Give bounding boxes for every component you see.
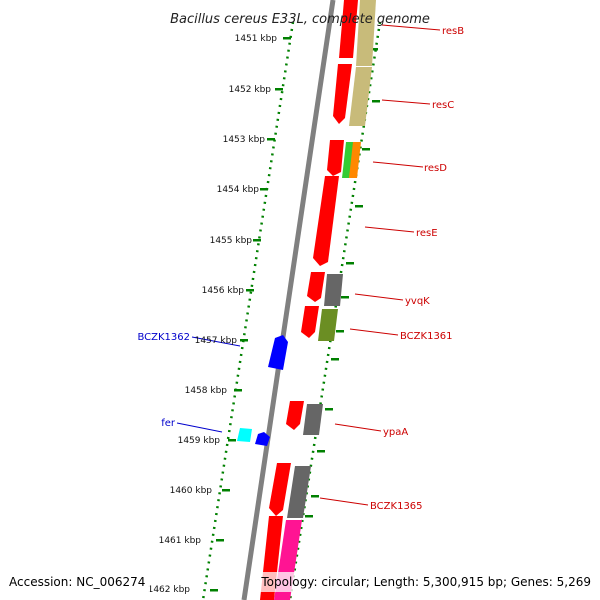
blast-block — [324, 274, 343, 306]
gene-arrow — [237, 428, 252, 442]
gene-label-resB[interactable]: resB — [442, 26, 464, 37]
cds-arrow — [313, 176, 339, 266]
tick — [355, 205, 363, 208]
tick — [210, 589, 218, 592]
gene-label-resE[interactable]: resE — [416, 228, 438, 239]
kbp-label: 1454 kbp — [217, 185, 260, 195]
tick — [341, 296, 349, 299]
tick — [317, 450, 325, 453]
gene-label-yvqK[interactable]: yvqK — [405, 296, 430, 307]
tick — [275, 88, 283, 91]
kbp-ticks — [210, 37, 291, 592]
tick — [362, 148, 370, 151]
connector — [191, 336, 241, 347]
gene-arrow — [255, 432, 270, 446]
blast-block — [356, 0, 376, 66]
cds-arrow — [327, 140, 344, 176]
right-connectors — [319, 24, 441, 506]
kbp-labels: 1451 kbp 1452 kbp 1453 kbp 1454 kbp 1455… — [148, 34, 278, 595]
footer-bg-right — [256, 572, 596, 592]
tick — [283, 37, 291, 40]
tick — [234, 389, 242, 392]
topology-text: Topology: circular; Length: 5,300,915 bp… — [260, 575, 591, 589]
kbp-label: 1460 kbp — [170, 486, 213, 496]
tick — [228, 439, 236, 442]
gene-label-BCZK1365[interactable]: BCZK1365 — [370, 501, 423, 512]
blast-features — [274, 0, 376, 600]
left-gene-labels: BCZK1362 fer — [137, 332, 190, 429]
blast-block — [287, 466, 311, 518]
connector — [319, 497, 369, 506]
cds-arrow — [339, 0, 358, 58]
kbp-label: 1459 kbp — [178, 436, 221, 446]
left-genes — [237, 335, 288, 446]
kbp-label: 1458 kbp — [185, 386, 228, 396]
blast-block — [303, 404, 323, 435]
tick — [216, 539, 224, 542]
gene-label-fer[interactable]: fer — [161, 418, 176, 429]
blast-block — [349, 67, 372, 126]
gene-label-resD[interactable]: resD — [424, 163, 447, 174]
kbp-label: 1453 kbp — [223, 135, 266, 145]
connector — [176, 422, 223, 433]
inner-ticks — [305, 48, 380, 518]
tick — [260, 188, 268, 191]
cds-arrow — [269, 463, 291, 516]
cds-features — [260, 0, 358, 600]
tick — [222, 489, 230, 492]
outer-ring — [201, 21, 295, 600]
kbp-label: 1455 kbp — [210, 236, 253, 246]
cds-arrow — [307, 272, 325, 302]
tick — [372, 100, 380, 103]
kbp-label: 1461 kbp — [159, 536, 202, 546]
tick — [331, 358, 339, 361]
blast-block — [349, 142, 361, 178]
kbp-label: 1456 kbp — [202, 286, 245, 296]
tick — [305, 515, 313, 518]
gene-label-BCZK1361[interactable]: BCZK1361 — [400, 331, 453, 342]
cds-arrow — [333, 64, 352, 124]
connector — [349, 328, 399, 336]
tick — [311, 495, 319, 498]
gene-label-BCZK1362[interactable]: BCZK1362 — [137, 332, 190, 343]
gene-label-resC[interactable]: resC — [432, 100, 454, 111]
tick — [246, 289, 254, 292]
connector — [354, 293, 404, 301]
kbp-label: 1462 kbp — [148, 585, 191, 595]
backbone — [241, 0, 336, 600]
footer-bg-left — [4, 572, 150, 592]
tick — [240, 339, 248, 342]
kbp-label: 1452 kbp — [229, 85, 272, 95]
left-connectors — [176, 336, 241, 433]
kbp-label: 1451 kbp — [235, 34, 278, 44]
gene-arrow — [268, 335, 288, 370]
blast-block — [318, 309, 338, 341]
cds-arrow — [301, 306, 319, 338]
tick — [336, 330, 344, 333]
tick — [370, 48, 378, 51]
accession-text: Accession: NC_006274 — [9, 575, 145, 589]
right-gene-labels: resB resC resD resE yvqK BCZK1361 ypaA B… — [370, 26, 464, 512]
connector — [372, 161, 424, 168]
connector — [334, 423, 382, 432]
cds-arrow — [286, 401, 304, 430]
tick — [267, 138, 275, 141]
tick — [325, 408, 333, 411]
kbp-label: 1457 kbp — [195, 336, 238, 346]
connector — [381, 24, 441, 31]
connector — [381, 99, 431, 105]
gene-label-ypaA[interactable]: ypaA — [383, 427, 408, 438]
map-title: Bacillus cereus E33L, complete genome — [170, 12, 430, 27]
tick — [253, 239, 261, 242]
connector — [364, 226, 415, 233]
tick — [346, 262, 354, 265]
